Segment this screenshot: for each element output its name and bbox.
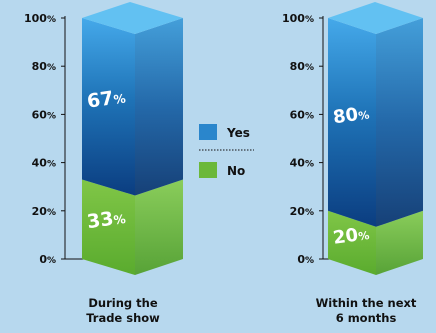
y-tick-label: 0% [297, 253, 314, 266]
y-tick-label: 80% [290, 60, 314, 73]
legend-swatch-no [199, 162, 217, 178]
y-tick-label: 20% [32, 205, 56, 218]
bar-segment-front-no [82, 179, 135, 275]
y-tick-label: 60% [290, 108, 314, 121]
bar-segment-side-yes [376, 18, 423, 227]
legend-label-no: No [227, 164, 245, 178]
bar-top-cap [328, 2, 423, 34]
y-tick-label: 100% [282, 12, 314, 25]
y-tick-label: 80% [32, 60, 56, 73]
bar-top-cap [82, 2, 183, 34]
bar-segment-side-yes [135, 18, 183, 196]
y-tick-label: 60% [32, 108, 56, 121]
y-tick-label: 100% [24, 12, 56, 25]
y-tick-label: 40% [32, 157, 56, 170]
bar-segment-side-no [376, 210, 423, 275]
y-tick-label: 40% [290, 157, 314, 170]
x-category-label: Within the next 6 months [316, 296, 417, 325]
legend-swatch-yes [199, 124, 217, 140]
legend-label-yes: Yes [226, 126, 250, 140]
bar-segment-front-yes [328, 18, 376, 227]
bar-segment-front-no [328, 210, 376, 275]
bar-segment-front-yes [82, 18, 135, 196]
bar-segment-side-no [135, 179, 183, 275]
y-tick-label: 20% [290, 205, 314, 218]
x-category-label: During the Trade show [86, 296, 160, 325]
y-tick-label: 0% [39, 253, 56, 266]
